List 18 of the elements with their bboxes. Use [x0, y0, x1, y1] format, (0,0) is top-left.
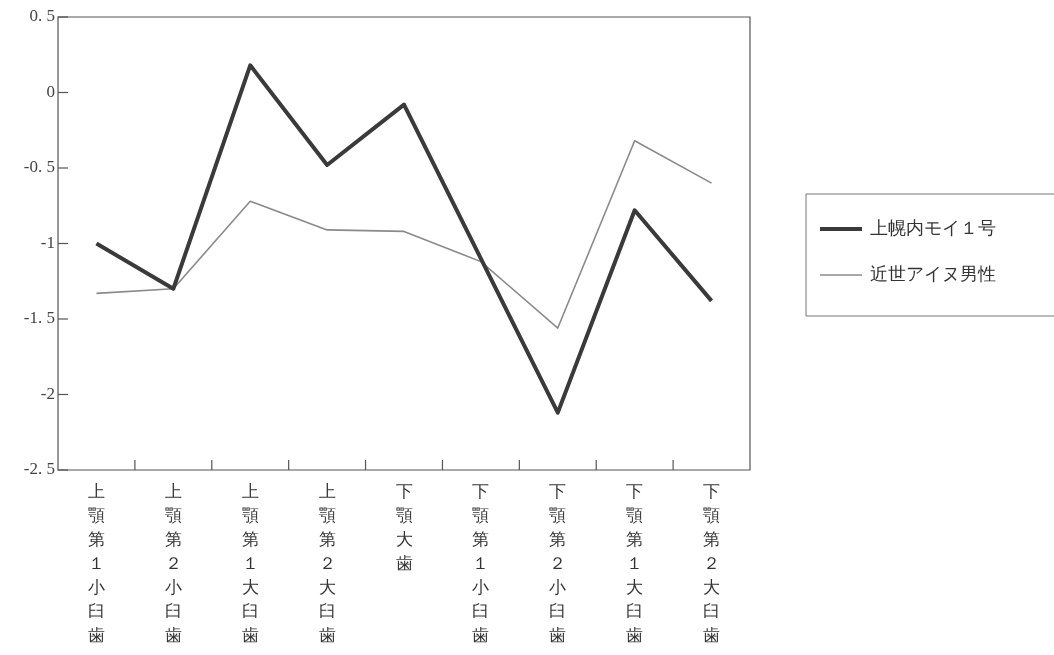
x-tick-label: 下顎第２小臼歯 [549, 480, 567, 645]
x-tick-label: 上顎第２大臼歯 [318, 480, 336, 645]
x-tick-label: 下顎第１大臼歯 [626, 480, 644, 645]
legend-label: 上幌内モイ１号 [870, 216, 996, 238]
y-tick-label: -1. 5 [23, 308, 55, 328]
y-tick-label: -2 [40, 383, 55, 403]
y-tick-label: 0 [46, 81, 55, 101]
y-tick-label: -0. 5 [23, 157, 55, 177]
x-tick-label: 下顎第２大臼歯 [703, 480, 721, 645]
x-tick-label: 下顎第１小臼歯 [472, 480, 490, 645]
legend-label: 近世アイヌ男性 [870, 262, 996, 284]
y-tick-label: 0. 5 [29, 6, 55, 26]
x-tick-label: 上顎第１大臼歯 [241, 480, 259, 645]
y-tick-label: -2. 5 [23, 459, 55, 479]
x-tick-label: 上顎第２小臼歯 [164, 480, 182, 645]
y-tick-label: -1 [40, 232, 55, 252]
x-tick-label: 下顎大歯 [395, 480, 413, 573]
x-tick-label: 上顎第１小臼歯 [87, 480, 105, 645]
